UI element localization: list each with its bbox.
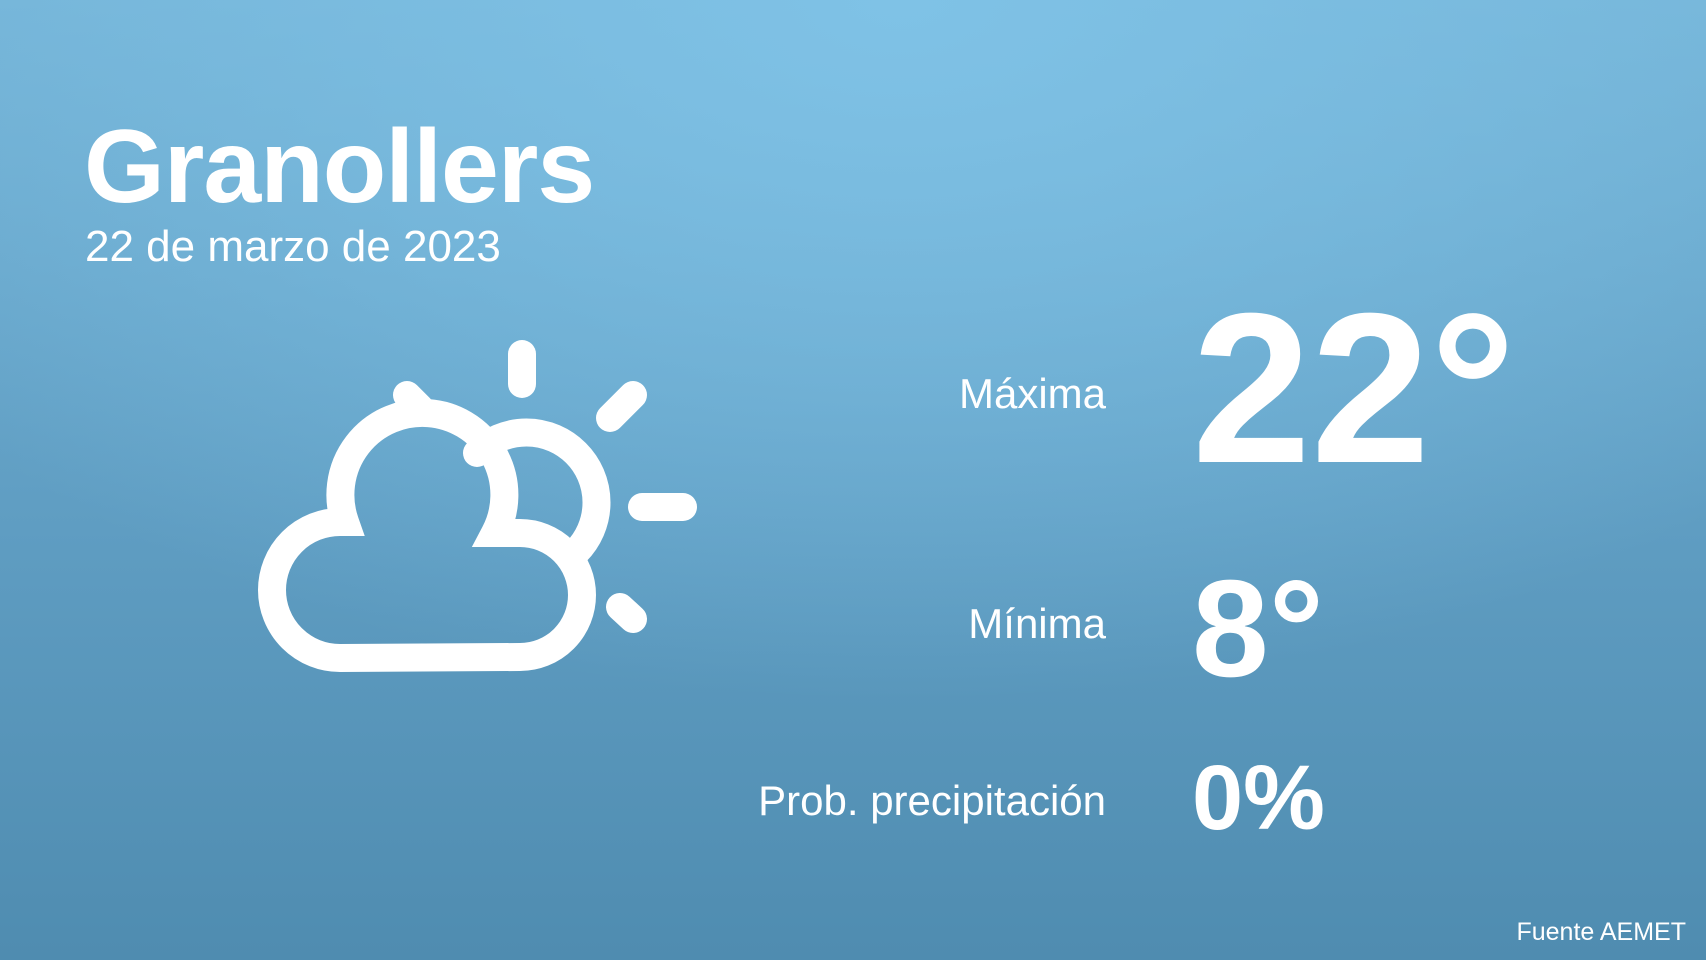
sun-ray [606, 593, 647, 633]
max-temp-value: 22° [1192, 269, 1516, 508]
cloud-icon [258, 398, 596, 673]
min-temp-label: Mínima [968, 600, 1106, 647]
source-credit: Fuente AEMET [1516, 918, 1686, 946]
city-title: Granollers [84, 109, 595, 225]
max-temp-label: Máxima [958, 370, 1106, 417]
min-temp-value: 8° [1192, 552, 1324, 706]
precip-label: Prob. precipitación [758, 777, 1106, 824]
precip-value: 0% [1192, 747, 1325, 849]
sun-icon [463, 418, 611, 566]
sun-ray [596, 381, 647, 432]
forecast-date: 22 de marzo de 2023 [85, 222, 501, 271]
sun-ray [393, 381, 434, 422]
